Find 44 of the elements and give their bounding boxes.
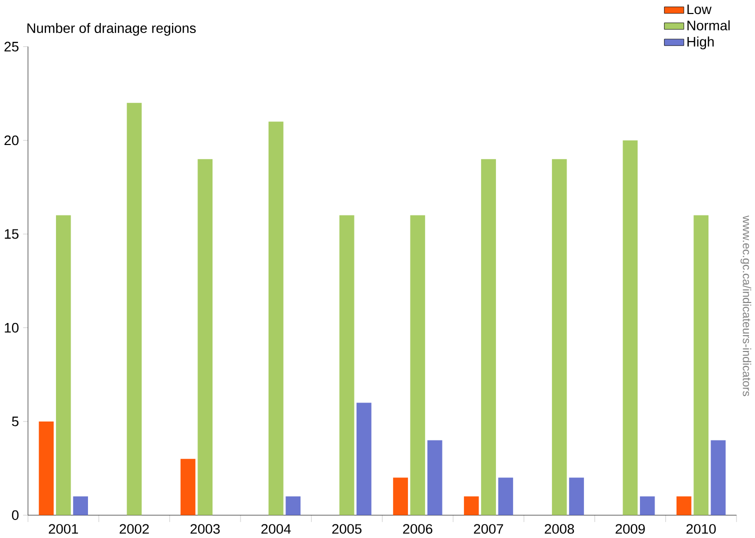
y-axis-title: Number of drainage regions	[27, 23, 196, 36]
bar	[56, 216, 71, 516]
y-tick-label: 20	[4, 136, 19, 146]
bar	[464, 496, 479, 516]
x-tick-label: 2009	[616, 524, 645, 534]
bar	[356, 402, 372, 516]
bar	[126, 103, 142, 516]
bar	[694, 216, 708, 516]
bar	[427, 440, 442, 516]
bar	[552, 159, 567, 516]
text: www.ec.gc.ca/indicateurs-indicators	[740, 216, 752, 396]
bar	[498, 478, 514, 516]
legend-label: Normal	[687, 20, 730, 31]
bar	[410, 216, 426, 516]
y-tick-label: 25	[4, 42, 18, 52]
x-tick-label: 2010	[686, 524, 716, 534]
y-tick-label: 15	[4, 229, 18, 240]
bar	[640, 496, 655, 516]
x-tick-label: 2001	[48, 524, 78, 534]
bar	[198, 159, 213, 516]
legend-label: Low	[687, 4, 712, 14]
legend-label: High	[687, 36, 714, 50]
bar	[268, 122, 284, 516]
x-tick-label: 2004	[261, 524, 291, 534]
bar	[180, 459, 196, 516]
x-tick-label: 2005	[332, 524, 362, 534]
bar	[286, 496, 301, 516]
x-tick-label: 2008	[544, 524, 574, 534]
bar	[38, 422, 54, 516]
bar	[393, 478, 408, 516]
x-tick-label: 2007	[474, 524, 504, 534]
y-tick-label: 10	[4, 323, 19, 333]
bar	[73, 496, 88, 516]
x-tick-label: 2003	[190, 524, 220, 534]
bar	[622, 140, 638, 516]
bar	[339, 216, 354, 516]
bar	[569, 478, 584, 516]
x-tick-label: 2006	[403, 524, 432, 534]
bar	[710, 440, 726, 516]
bar	[481, 159, 496, 516]
x-tick-label: 2002	[120, 524, 149, 534]
y-tick-label: 5	[12, 416, 18, 426]
bar	[676, 496, 692, 516]
y-tick-label: 0	[12, 510, 19, 520]
